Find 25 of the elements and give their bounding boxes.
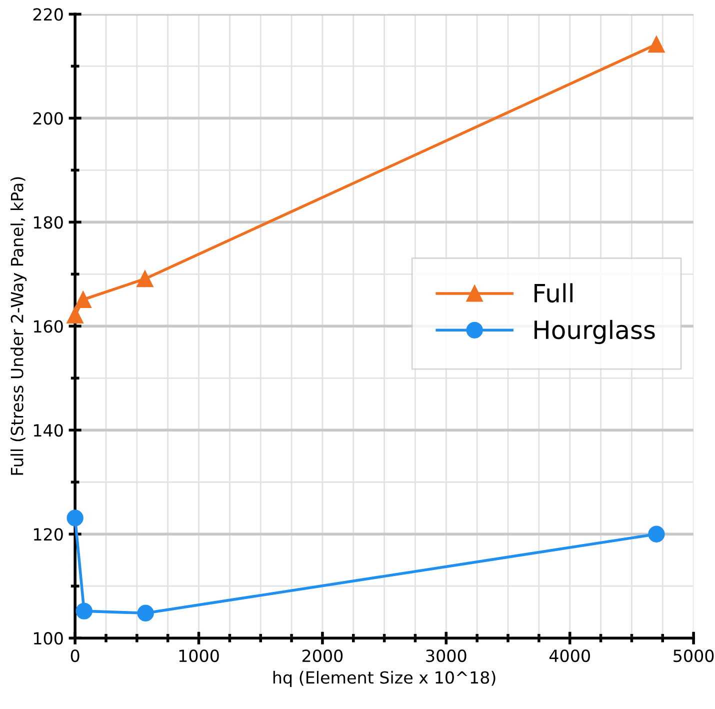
x-tick-label: 3000 [426,650,466,662]
y-tick-label: 100 [34,632,63,645]
point [648,526,665,542]
point [136,270,154,288]
y-tick-label: 120 [34,528,63,541]
point [76,602,92,620]
y-tick-label: 180 [34,216,63,229]
x-tick-label: 5000 [674,650,714,662]
point [648,36,665,53]
y-tick-label: 220 [33,8,63,21]
y-axis-title: Full (Stress Under 2-Way Panel, kPa) [10,177,27,475]
legend-label: Full [534,283,572,303]
point [66,510,84,526]
y-tick-label: 160 [34,320,63,333]
x-axis-title: hq (Element Size x 10^18) [273,670,496,688]
point [74,291,92,308]
point [137,604,154,622]
point [66,306,84,324]
y-tick-label: 200 [33,112,63,125]
y-tick-label: 140 [34,424,63,437]
x-tick-label: 0 [70,650,80,662]
x-tick-label: 4000 [549,650,590,662]
x-tick-label: 2000 [302,650,343,662]
x-tick-label: 1000 [179,650,219,662]
legend-label: Hourglass [534,320,655,344]
